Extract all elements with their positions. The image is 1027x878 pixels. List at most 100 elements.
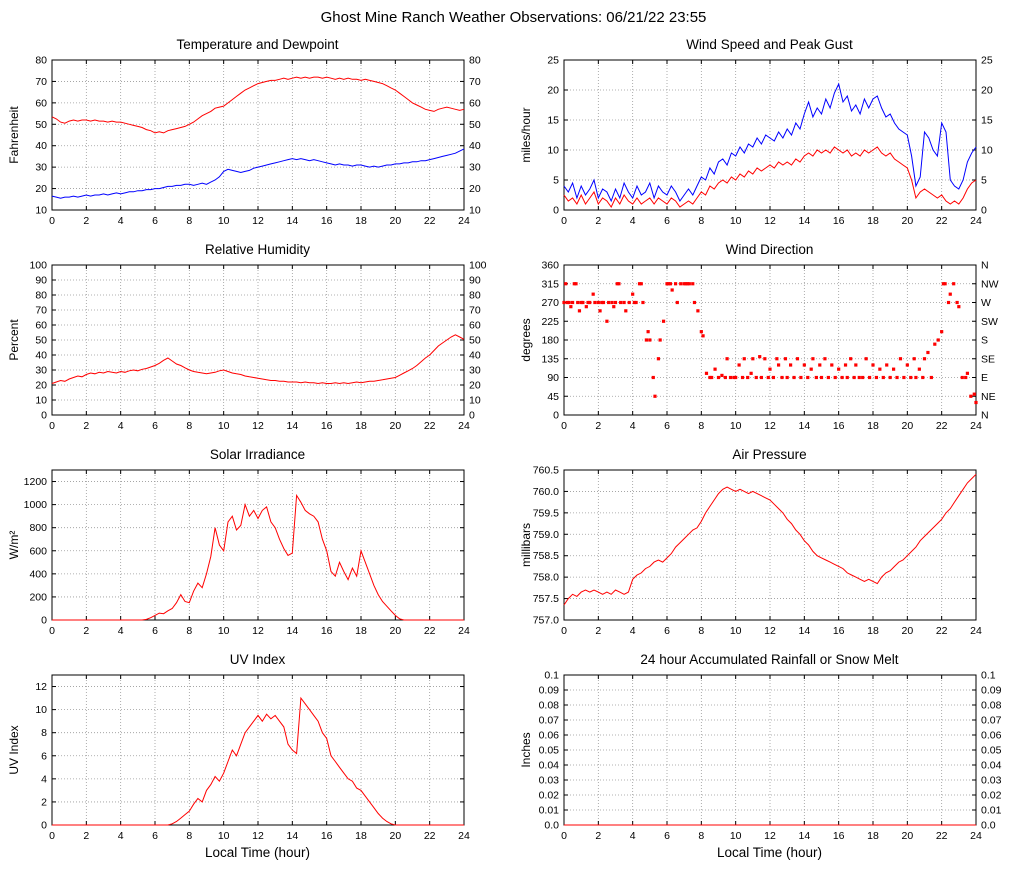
svg-text:1200: 1200 [24,476,48,488]
svg-text:90: 90 [35,275,47,287]
svg-text:12: 12 [252,830,264,842]
svg-text:miles/hour: miles/hour [519,107,533,162]
svg-text:15: 15 [547,115,559,127]
svg-text:14: 14 [798,830,810,842]
svg-text:10: 10 [730,420,742,432]
svg-text:757.0: 757.0 [533,615,559,627]
svg-text:10: 10 [218,215,230,227]
svg-text:0.02: 0.02 [981,790,1002,802]
svg-text:SW: SW [981,316,998,328]
svg-text:50: 50 [469,119,481,131]
svg-text:180: 180 [541,335,559,347]
svg-text:24: 24 [970,420,982,432]
svg-text:758.0: 758.0 [533,572,559,584]
svg-text:24: 24 [458,215,470,227]
svg-text:22: 22 [424,830,436,842]
page-title: Ghost Mine Ranch Weather Observations: 0… [320,9,707,26]
svg-text:14: 14 [286,215,298,227]
svg-text:1000: 1000 [24,499,48,511]
svg-text:20: 20 [389,420,401,432]
svg-text:4: 4 [630,830,636,842]
svg-text:70: 70 [469,305,481,317]
svg-text:0.07: 0.07 [981,715,1002,727]
svg-text:4: 4 [118,215,124,227]
svg-text:80: 80 [35,290,47,302]
svg-text:14: 14 [798,215,810,227]
pressure-chart-canvas: 0 2 4 6 8 10 12 14 16 18 20 22 24757.0757.5758.0758.… [519,465,982,638]
svg-text:14: 14 [286,625,298,637]
svg-text:12: 12 [35,681,47,693]
svg-text:10: 10 [218,625,230,637]
svg-text:8: 8 [41,727,47,739]
svg-text:6: 6 [664,625,670,637]
svg-text:16: 16 [833,830,845,842]
chart-title-humidity: Relative Humidity [204,242,311,257]
svg-text:0: 0 [469,410,475,422]
svg-text:18: 18 [355,625,367,637]
svg-text:8: 8 [698,830,704,842]
svg-text:N: N [981,410,989,422]
svg-text:70: 70 [35,305,47,317]
svg-text:4: 4 [118,830,124,842]
svg-text:16: 16 [833,215,845,227]
svg-text:12: 12 [252,215,264,227]
svg-text:0.06: 0.06 [981,730,1002,742]
chart-title-temperature: Temperature and Dewpoint [176,37,339,52]
svg-text:0: 0 [41,820,47,832]
svg-text:4: 4 [41,773,47,785]
svg-text:16: 16 [833,625,845,637]
svg-text:0.0: 0.0 [544,820,559,832]
svg-text:50: 50 [35,335,47,347]
svg-text:45: 45 [547,391,559,403]
chart-humidity: Relative Humidity 0 2 4 6 8 10 12 14 16 18 20 22 24 0… [5,240,510,435]
svg-text:40: 40 [35,350,47,362]
svg-text:22: 22 [424,420,436,432]
svg-text:0.03: 0.03 [981,775,1002,787]
svg-text:6: 6 [41,750,47,762]
svg-text:4: 4 [118,420,124,432]
svg-text:SE: SE [981,353,995,365]
svg-text:12: 12 [764,830,776,842]
svg-text:0: 0 [49,215,55,227]
svg-text:20: 20 [547,85,559,97]
svg-text:20: 20 [389,625,401,637]
svg-text:millibars: millibars [519,523,533,567]
svg-text:0.01: 0.01 [539,805,560,817]
svg-text:15: 15 [981,115,993,127]
svg-text:24: 24 [458,625,470,637]
svg-text:40: 40 [35,140,47,152]
svg-text:0: 0 [561,420,567,432]
svg-text:759.0: 759.0 [533,529,559,541]
svg-text:W/m²: W/m² [7,531,21,560]
chart-title-solar: Solar Irradiance [209,447,306,462]
svg-text:80: 80 [469,290,481,302]
svg-text:0.02: 0.02 [539,790,560,802]
svg-text:0: 0 [41,615,47,627]
svg-text:S: S [981,335,988,347]
svg-text:22: 22 [936,830,948,842]
svg-text:degrees: degrees [519,318,533,361]
svg-text:400: 400 [29,568,47,580]
svg-text:0.08: 0.08 [539,700,560,712]
svg-text:225: 225 [541,316,559,328]
svg-text:0: 0 [561,625,567,637]
svg-text:24: 24 [970,830,982,842]
svg-text:12: 12 [764,215,776,227]
chart-solar: Solar Irradiance 0 2 4 6 8 10 12 14 16 18 20 22 24 0 2… [5,445,510,640]
svg-text:20: 20 [901,830,913,842]
svg-text:18: 18 [355,420,367,432]
svg-text:8: 8 [698,215,704,227]
svg-text:50: 50 [469,335,481,347]
svg-text:NE: NE [981,391,996,403]
svg-text:12: 12 [252,420,264,432]
svg-text:8: 8 [186,830,192,842]
svg-text:N: N [981,260,989,272]
svg-text:10: 10 [469,205,481,217]
svg-text:100: 100 [469,260,487,272]
svg-text:760.5: 760.5 [533,465,559,477]
svg-text:0: 0 [561,215,567,227]
svg-text:14: 14 [286,830,298,842]
svg-text:800: 800 [29,522,47,534]
